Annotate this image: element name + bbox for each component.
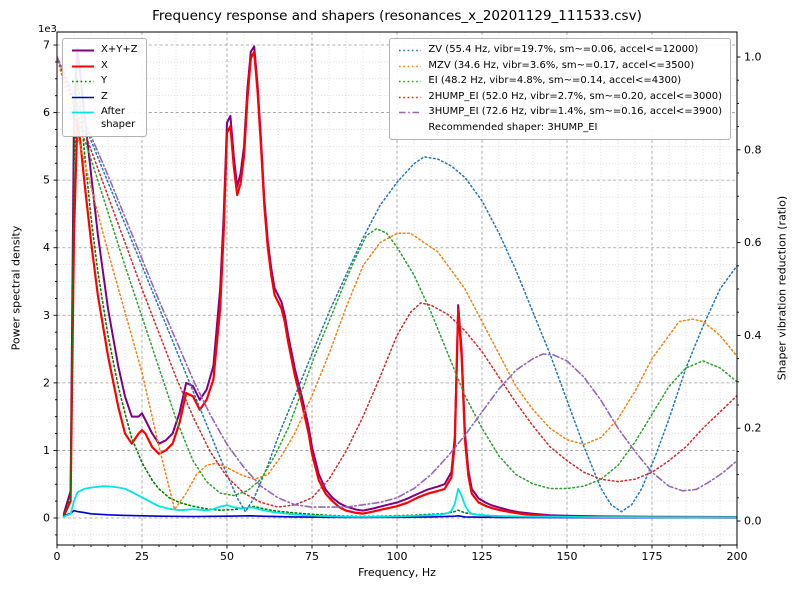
- legend-item-3hump-ei: 3HUMP_EI (72.6 Hz, vibr=1.4%, sm~=0.16, …: [398, 106, 722, 119]
- axis-ticks: [53, 44, 741, 549]
- legend-label: After shaper: [101, 106, 136, 130]
- legend-label: EI (48.2 Hz, vibr=4.8%, sm~=0.14, accel<…: [428, 75, 682, 86]
- legend-label: Y: [101, 75, 108, 86]
- x-legend-swatch: [72, 65, 94, 67]
- y-left-tick-label: 5: [43, 174, 50, 187]
- legend-item-mzv: MZV (34.6 Hz, vibr=3.6%, sm~=0.17, accel…: [398, 60, 722, 73]
- legend-swatch-empty: [398, 123, 422, 124]
- shaper-line-2hump-ei: [57, 56, 737, 508]
- legend-item-after-shaper: After shaper: [71, 106, 138, 131]
- psd-legend: X+Y+Z X Y Z After shaper: [62, 38, 147, 137]
- y-left-tick-label: 3: [43, 309, 50, 322]
- shaper-line-ei: [57, 56, 737, 497]
- x-tick-label: 25: [135, 550, 149, 563]
- x-tick-label: 175: [642, 550, 663, 563]
- legend-label: X: [101, 59, 108, 71]
- psd-line-y: [63, 78, 737, 519]
- legend-item-x-y-z: X+Y+Z: [71, 44, 138, 57]
- legend-item-ei: EI (48.2 Hz, vibr=4.8%, sm~=0.14, accel<…: [398, 75, 722, 88]
- x-tick-label: 125: [472, 550, 493, 563]
- zv-legend-swatch: [399, 49, 422, 52]
- y-right-tick-label: 0.0: [744, 515, 762, 528]
- mzv-legend-swatch: [399, 65, 422, 67]
- x-tick-label: 100: [387, 550, 408, 563]
- right-y-axis-label: Shaper vibration reduction (ratio): [775, 195, 789, 381]
- x-tick-label: 0: [54, 550, 61, 563]
- shaper-line-3hump-ei: [57, 56, 737, 508]
- y-left-tick-label: 4: [43, 241, 50, 254]
- ei-legend-swatch: [399, 80, 422, 83]
- legend-item-z: Z: [71, 91, 138, 104]
- chart-title: Frequency response and shapers (resonanc…: [152, 8, 642, 24]
- tick-labels: 0 25 50 75 100 125 150 175 200 0 1 2 3 4 5 6 7 0.0 0.2 0.4 0…: [43, 39, 762, 564]
- y-right-tick-label: 0.2: [744, 422, 762, 435]
- psd-line-x: [62, 50, 737, 519]
- legend-label: 2HUMP_EI (52.0 Hz, vibr=2.7%, sm~=0.20, …: [428, 90, 722, 102]
- shaper-line-mzv: [57, 56, 737, 511]
- shaper-line-zv: [57, 56, 737, 513]
- legend-label: Z: [101, 90, 108, 102]
- y-right-tick-label: 0.6: [744, 236, 762, 249]
- y-right-tick-label: 0.4: [744, 329, 762, 342]
- y-left-tick-label: 0: [43, 512, 50, 525]
- y-left-tick-label: 6: [43, 106, 50, 119]
- legend-item-y: Y: [71, 75, 138, 88]
- legend-label: 3HUMP_EI (72.6 Hz, vibr=1.4%, sm~=0.16, …: [428, 106, 722, 117]
- legend-label: MZV (34.6 Hz, vibr=3.6%, sm~=0.17, accel…: [428, 59, 695, 71]
- x-y-z-legend-swatch: [72, 49, 94, 52]
- x-tick-label: 200: [727, 550, 748, 563]
- y-left-tick-label: 1: [43, 444, 50, 457]
- y-axis-offset-text: 1e3: [38, 24, 57, 35]
- psd-line-z: [63, 509, 737, 519]
- legend-item-recommended-shaper: Recommended shaper: 3HUMP_EI: [398, 122, 722, 135]
- legend-label: ZV (55.4 Hz, vibr=19.7%, sm~=0.06, accel…: [428, 44, 699, 55]
- z-legend-swatch: [72, 96, 94, 98]
- 2hump-ei-legend-swatch: [399, 96, 422, 98]
- x-tick-label: 50: [220, 550, 234, 563]
- legend-item-zv: ZV (55.4 Hz, vibr=19.7%, sm~=0.06, accel…: [398, 44, 722, 57]
- legend-item-2hump-ei: 2HUMP_EI (52.0 Hz, vibr=2.7%, sm~=0.20, …: [398, 91, 722, 104]
- legend-label: X+Y+Z: [101, 44, 138, 55]
- y-right-tick-label: 0.8: [744, 143, 762, 156]
- after-shaper-legend-swatch: [72, 111, 94, 114]
- y-legend-swatch: [72, 80, 94, 83]
- 3hump-ei-legend-swatch: [399, 111, 422, 114]
- shaper-legend: ZV (55.4 Hz, vibr=19.7%, sm~=0.06, accel…: [389, 38, 731, 140]
- y-left-tick-label: 2: [43, 376, 50, 389]
- left-y-axis-label: Power spectral density: [9, 225, 23, 351]
- legend-label: Recommended shaper: 3HUMP_EI: [428, 121, 598, 133]
- x-axis-label: Frequency, Hz: [358, 566, 436, 579]
- x-tick-label: 150: [557, 550, 578, 563]
- y-left-tick-label: 7: [43, 39, 50, 52]
- y-right-tick-label: 1.0: [744, 51, 762, 64]
- x-tick-label: 75: [305, 550, 319, 563]
- psd-line-after-shaper: [62, 485, 737, 519]
- legend-item-x: X: [71, 60, 138, 73]
